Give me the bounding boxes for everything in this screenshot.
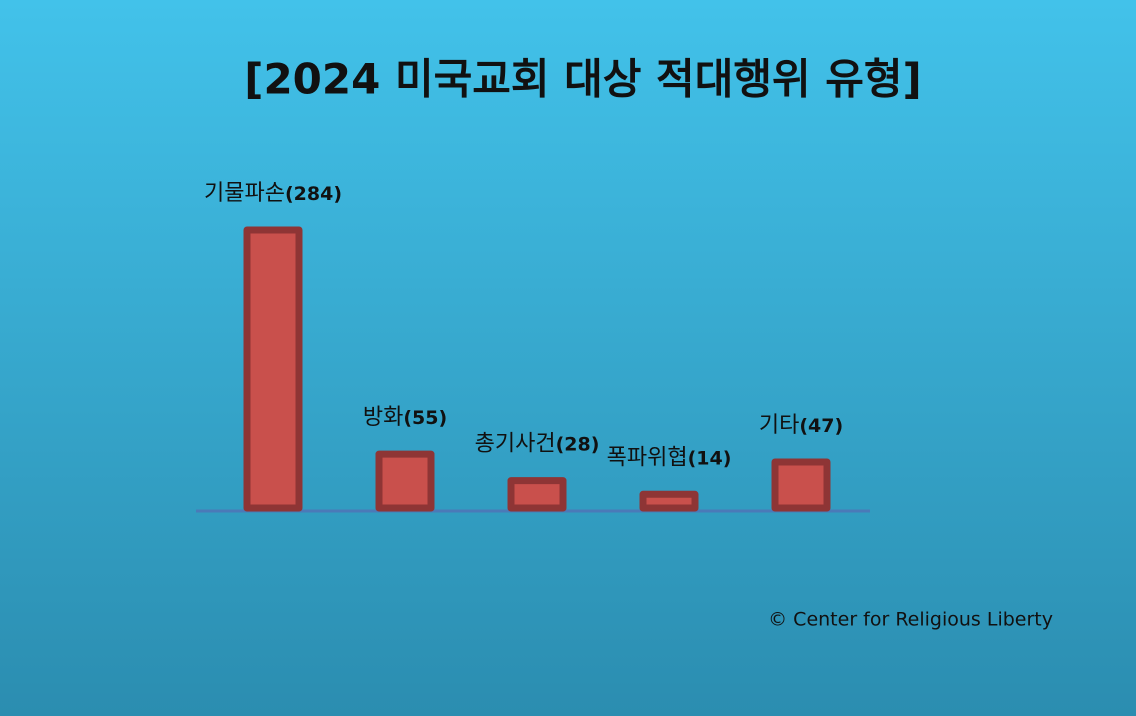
chart-title: [2024 미국교회 대상 적대행위 유형] <box>244 55 921 104</box>
value-label: (284) <box>285 183 342 205</box>
bar-label: 방화(55) <box>363 405 447 430</box>
category-label: 폭파위협 <box>607 445 688 470</box>
value-label: (55) <box>403 407 447 429</box>
category-label: 총기사건 <box>475 432 556 457</box>
category-label: 기타 <box>759 413 799 438</box>
bar <box>507 477 567 512</box>
bar-label: 기타(47) <box>759 413 843 438</box>
category-label: 기물파손 <box>204 181 285 206</box>
value-label: (47) <box>799 414 843 436</box>
bar-label: 총기사건(28) <box>475 432 600 457</box>
value-label: (14) <box>688 447 732 469</box>
value-label: (28) <box>556 433 600 455</box>
bar <box>771 458 831 512</box>
bar-label: 기물파손(284) <box>204 181 342 206</box>
category-label: 방화 <box>363 405 403 430</box>
bar <box>639 490 699 512</box>
bar <box>375 450 435 512</box>
bar-label: 폭파위협(14) <box>607 445 732 470</box>
credit: © Center for Religious Liberty <box>768 609 1053 631</box>
bar <box>243 226 303 512</box>
